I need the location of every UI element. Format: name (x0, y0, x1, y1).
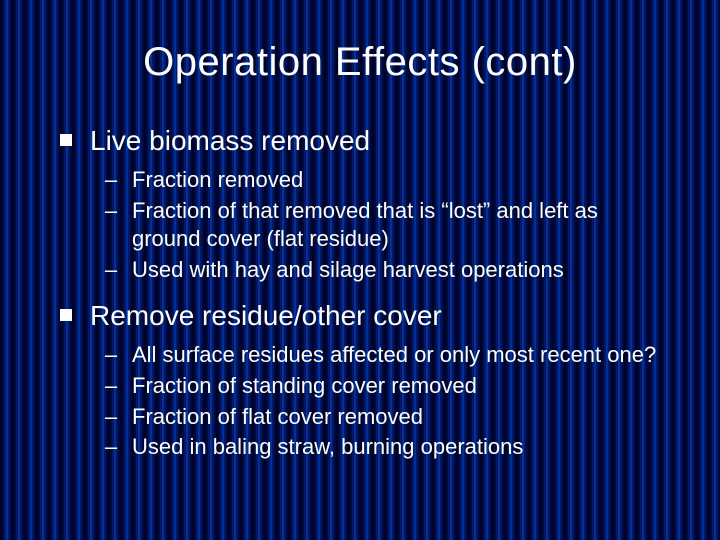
list-item-label: Live biomass removed (90, 123, 370, 158)
sub-item-label: Used with hay and silage harvest operati… (132, 256, 564, 285)
list-item: Live biomass removed – Fraction removed … (60, 123, 672, 284)
list-item: Remove residue/other cover – All surface… (60, 298, 672, 461)
sub-list-item: – Used with hay and silage harvest opera… (104, 256, 672, 285)
sub-list: – Fraction removed – Fraction of that re… (60, 166, 672, 284)
sub-item-label: Fraction removed (132, 166, 303, 195)
sub-list-item: – Fraction of flat cover removed (104, 403, 672, 432)
sub-item-label: Used in baling straw, burning operations (132, 433, 523, 462)
dash-bullet-icon: – (104, 256, 118, 285)
slide-title: Operation Effects (cont) (48, 40, 672, 85)
sub-list-item: – Used in baling straw, burning operatio… (104, 433, 672, 462)
sub-item-label: Fraction of standing cover removed (132, 372, 477, 401)
dash-bullet-icon: – (104, 372, 118, 401)
slide: Operation Effects (cont) Live biomass re… (0, 0, 720, 540)
sub-list-item: – Fraction of standing cover removed (104, 372, 672, 401)
sub-list: – All surface residues affected or only … (60, 341, 672, 461)
square-bullet-icon (60, 309, 72, 321)
dash-bullet-icon: – (104, 166, 118, 195)
sub-item-label: Fraction of that removed that is “lost” … (132, 197, 662, 254)
sub-item-label: Fraction of flat cover removed (132, 403, 423, 432)
dash-bullet-icon: – (104, 433, 118, 462)
list-item-label: Remove residue/other cover (90, 298, 442, 333)
sub-item-label: All surface residues affected or only mo… (132, 341, 656, 370)
sub-list-item: – Fraction of that removed that is “lost… (104, 197, 672, 254)
dash-bullet-icon: – (104, 197, 118, 226)
bullet-list: Live biomass removed – Fraction removed … (48, 123, 672, 462)
sub-list-item: – Fraction removed (104, 166, 672, 195)
dash-bullet-icon: – (104, 341, 118, 370)
dash-bullet-icon: – (104, 403, 118, 432)
square-bullet-icon (60, 134, 72, 146)
sub-list-item: – All surface residues affected or only … (104, 341, 672, 370)
